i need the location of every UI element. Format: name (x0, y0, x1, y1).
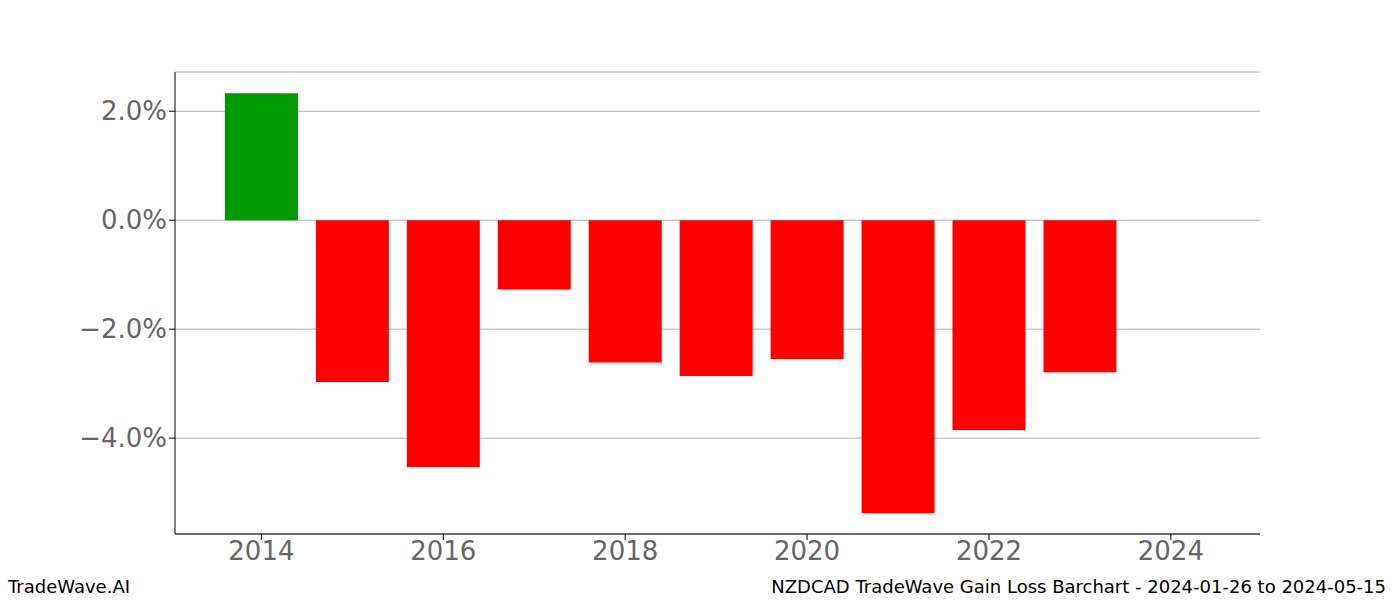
svg-text:2014: 2014 (228, 536, 294, 566)
svg-text:2.0%: 2.0% (101, 96, 167, 126)
svg-text:2022: 2022 (956, 536, 1022, 566)
svg-text:2024: 2024 (1138, 536, 1204, 566)
svg-text:2020: 2020 (774, 536, 840, 566)
svg-text:−2.0%: −2.0% (79, 314, 167, 344)
html-text:TradeWave.AI: TradeWave.AI (8, 576, 130, 597)
html-text:NZDCAD TradeWave Gain Loss Bar: NZDCAD TradeWave Gain Loss Barchart - 20… (771, 576, 1386, 597)
svg-text:2016: 2016 (410, 536, 476, 566)
svg-text:−4.0%: −4.0% (79, 423, 167, 453)
svg-text:2018: 2018 (592, 536, 658, 566)
svg-text:0.0%: 0.0% (101, 205, 167, 235)
